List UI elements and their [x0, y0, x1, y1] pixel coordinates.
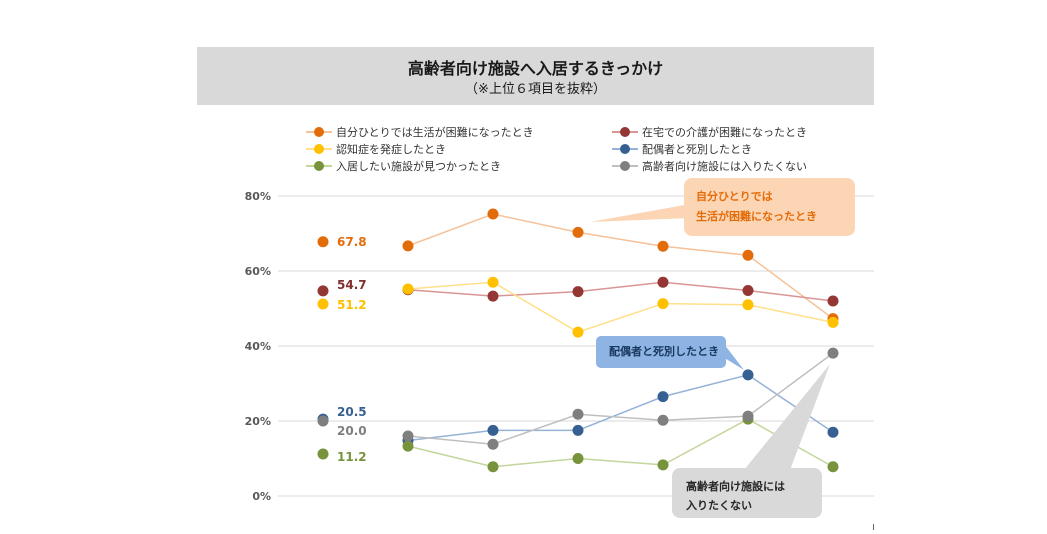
- data-point: [572, 326, 584, 338]
- data-point: [827, 426, 839, 438]
- series-line: [407, 213, 834, 320]
- data-point: [742, 249, 754, 261]
- data-point: [572, 424, 584, 436]
- data-point: [572, 226, 584, 238]
- callout-no-facility: [672, 364, 830, 518]
- data-point: [487, 424, 499, 436]
- axis-end-tick: [873, 524, 874, 530]
- chart-title-box: 高齢者向け施設へ入居するきっかけ （※上位６項目を抜粋）: [197, 47, 874, 105]
- start-value-label: 51.2: [337, 298, 367, 312]
- y-tick-label: 0%: [252, 490, 271, 503]
- data-point: [657, 298, 669, 310]
- callout-no-facility-box: [672, 468, 822, 518]
- data-point: [402, 430, 414, 442]
- data-point: [742, 285, 754, 296]
- series-line: [407, 281, 834, 333]
- data-point: [487, 276, 499, 288]
- data-point: [487, 461, 499, 473]
- chart-title: 高齢者向け施設へ入居するきっかけ: [407, 59, 664, 78]
- callout-spouse: [596, 336, 744, 370]
- callout-self-living-pointer: [590, 204, 690, 222]
- data-point: [402, 283, 414, 295]
- data-point: [572, 286, 584, 298]
- callout-no-facility-line1: 高齢者向け施設には: [686, 480, 785, 493]
- callout-spouse-box: [596, 336, 726, 368]
- callout-self-living-line2: 生活が困難になったとき: [696, 210, 817, 223]
- data-point: [402, 240, 414, 252]
- start-point: [317, 285, 329, 297]
- callout-no-facility-pointer: [744, 364, 830, 470]
- callout-self-living-line1: 自分ひとりでは: [696, 190, 773, 203]
- start-point: [317, 298, 329, 310]
- data-point: [827, 295, 839, 307]
- data-point: [402, 440, 414, 452]
- series-lines: [407, 213, 834, 468]
- start-point: [317, 236, 329, 248]
- data-point: [827, 461, 839, 473]
- start-value-label: 11.2: [337, 450, 367, 464]
- series-line: [407, 352, 834, 446]
- start-value-label: 20.0: [337, 424, 367, 438]
- start-point: [317, 448, 329, 460]
- callout-no-facility-line2: 入りたくない: [686, 499, 752, 512]
- data-point: [487, 208, 499, 220]
- data-point: [742, 369, 754, 381]
- data-point: [657, 391, 669, 403]
- data-point: [487, 290, 499, 302]
- start-value-label: 67.8: [337, 235, 367, 249]
- series-markers: 67.8 54.7 51.2 20.5 11.2 20.0: [317, 208, 839, 473]
- callout-spouse-text: 配偶者と死別したとき: [609, 342, 719, 362]
- data-point: [657, 276, 669, 288]
- data-point: [487, 438, 499, 450]
- start-point: [317, 415, 329, 427]
- chart-subtitle: （※上位６項目を抜粋）: [465, 82, 606, 97]
- data-point: [657, 240, 669, 252]
- callout-self-living-box: [684, 178, 855, 236]
- data-point: [742, 299, 754, 311]
- data-point: [742, 410, 754, 422]
- start-value-label: 54.7: [337, 278, 367, 292]
- data-point: [827, 316, 839, 328]
- y-axis: 80% 60% 40% 20% 0%: [245, 190, 271, 503]
- y-tick-label: 20%: [245, 415, 271, 428]
- series-line: [407, 418, 834, 468]
- callout-self-living-text: 自分ひとりでは 生活が困難になったとき: [696, 187, 817, 227]
- data-point: [827, 347, 839, 359]
- data-point: [572, 453, 584, 464]
- y-tick-label: 80%: [245, 190, 271, 203]
- callout-spouse-label: 配偶者と死別したとき: [609, 345, 719, 358]
- start-value-label: 20.5: [337, 405, 367, 419]
- data-point: [657, 414, 669, 426]
- callout-self-living: [590, 178, 855, 236]
- data-point: [657, 459, 669, 471]
- y-tick-label: 40%: [245, 340, 271, 353]
- callout-no-facility-text: 高齢者向け施設には 入りたくない: [686, 477, 785, 515]
- y-tick-label: 60%: [245, 265, 271, 278]
- series-line: [407, 374, 834, 442]
- data-point: [572, 408, 584, 420]
- series-line: [407, 281, 834, 302]
